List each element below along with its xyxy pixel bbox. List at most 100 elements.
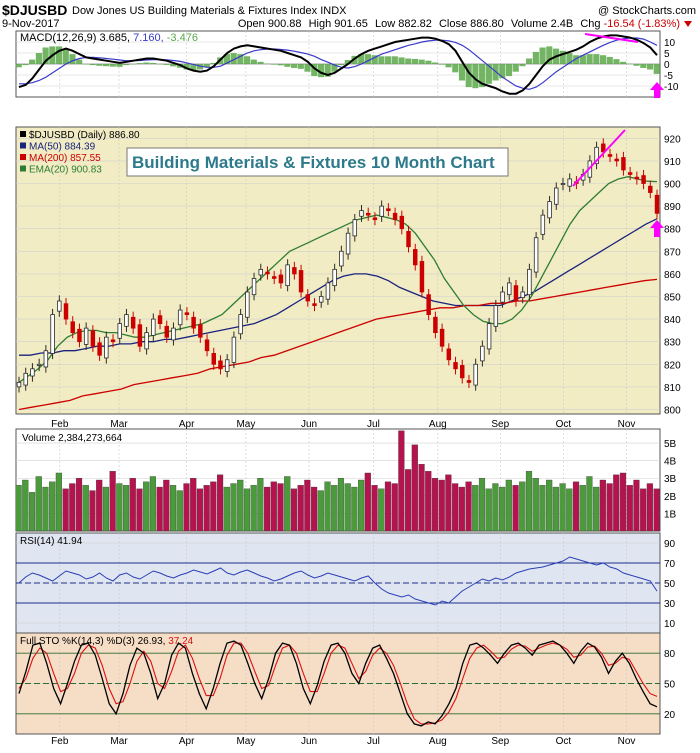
macd-histogram-bar (613, 59, 619, 64)
volume-bar (264, 487, 270, 531)
volume-bar (56, 473, 62, 531)
price-y-tick-label: 880 (664, 225, 681, 236)
volume-legend: Volume 2,384,273,664 (22, 433, 123, 444)
macd-histogram-bar (398, 57, 404, 64)
volume-bar (425, 471, 431, 531)
macd-histogram-bar (123, 64, 129, 65)
volume-bar (566, 489, 572, 531)
volume-bar (620, 473, 626, 531)
candle-body (31, 369, 35, 376)
macd-histogram-bar (445, 64, 451, 67)
volume-bar (546, 480, 552, 531)
sto-y-tick-label: 50 (664, 680, 676, 691)
candle-body (212, 353, 216, 364)
price-y-tick-label: 850 (664, 292, 681, 303)
sto-legend-d: 37.24 (168, 636, 193, 647)
candle-body (57, 301, 61, 311)
candle-body (313, 304, 317, 306)
volume-bar (445, 475, 451, 531)
open-label: Open (238, 18, 265, 30)
x-axis-month-label-bottom: Jun (301, 736, 317, 747)
macd-legend: MACD(12,26,9) 3.685, 7.160, -3.476 (20, 32, 198, 44)
volume-bar (540, 485, 546, 531)
candle-body (514, 286, 518, 301)
x-axis-month-label: Jul (367, 419, 380, 430)
candle-body (373, 218, 377, 220)
x-axis-month-label-bottom: Nov (618, 736, 636, 747)
sto-legend: Full STO %K(14,3) %D(3) 26.93, 37.24 (20, 636, 194, 647)
volume-bar (654, 489, 660, 531)
volume-bar (318, 491, 324, 531)
price-y-tick-label: 860 (664, 270, 681, 281)
volume-bar (311, 487, 317, 531)
macd-histogram-bar (378, 56, 384, 64)
macd-histogram-bar (385, 56, 391, 64)
macd-histogram-bar (304, 64, 310, 72)
volume-bar (69, 484, 75, 531)
volume-bar (513, 485, 519, 531)
volume-bar (526, 471, 532, 531)
x-axis-month-label-bottom: Jul (367, 736, 380, 747)
volume-bar (96, 480, 102, 531)
volume-bar (63, 489, 69, 531)
macd-histogram-bar (519, 64, 525, 66)
volume-bar (184, 484, 190, 531)
volume-bar (90, 491, 96, 531)
rsi-y-tick-label: 90 (664, 539, 676, 550)
volume-bar (22, 480, 28, 531)
macd-histogram-bar (587, 54, 593, 64)
volume-bar (163, 480, 169, 531)
candle-body (125, 315, 129, 327)
macd-y-tick-label: -5 (664, 71, 673, 82)
volume-bar (49, 482, 55, 531)
candle-body (259, 269, 263, 275)
volume-bar (479, 478, 485, 531)
volume-bar (419, 464, 425, 531)
volume-bar (36, 476, 42, 531)
price-y-tick-label: 920 (664, 134, 681, 145)
volume-bar (284, 476, 290, 531)
candle-body (111, 340, 115, 342)
down-triangle-icon (684, 21, 692, 27)
volume-bar (439, 480, 445, 531)
volume-bar (29, 492, 35, 531)
candle-body (628, 173, 632, 175)
volume-bar (170, 485, 176, 531)
x-axis-month-label: Nov (618, 419, 636, 430)
macd-histogram-bar (513, 64, 519, 72)
candle-body (232, 337, 236, 362)
macd-histogram-bar (130, 64, 136, 65)
volume-bar (573, 482, 579, 531)
volume-bar (560, 484, 566, 531)
volume-bar (338, 478, 344, 531)
price-legend-item: EMA(20) 900.83 (29, 165, 102, 176)
candle-body (286, 265, 290, 286)
macd-histogram-bar (452, 64, 458, 72)
rsi-y-tick-label: 70 (664, 559, 676, 570)
volume-bar (499, 487, 505, 531)
volume-bar (405, 469, 411, 531)
volume-bar (103, 487, 109, 531)
macd-histogram-bar (647, 64, 653, 70)
volume-bar (224, 487, 230, 531)
macd-histogram-bar (257, 62, 263, 64)
macd-histogram-bar (338, 64, 344, 65)
volume-bar (452, 484, 458, 531)
x-axis-month-label: Feb (51, 419, 69, 430)
macd-histogram-bar (425, 61, 431, 64)
candle-body (78, 329, 82, 341)
candle-body (306, 295, 310, 301)
macd-histogram-bar (654, 64, 660, 74)
x-axis-month-label: Sep (491, 419, 509, 430)
macd-histogram-bar (291, 64, 297, 68)
candle-body (467, 381, 471, 383)
candle-body (454, 362, 458, 368)
candle-body (387, 209, 391, 211)
volume-bar (130, 478, 136, 531)
candle-body (346, 233, 350, 254)
macd-histogram-bar (244, 56, 250, 64)
volume-bar (580, 485, 586, 531)
volume-bar (43, 487, 49, 531)
macd-histogram-bar (36, 53, 42, 64)
chg-value: -16.54 (-1.83%) (604, 18, 680, 30)
